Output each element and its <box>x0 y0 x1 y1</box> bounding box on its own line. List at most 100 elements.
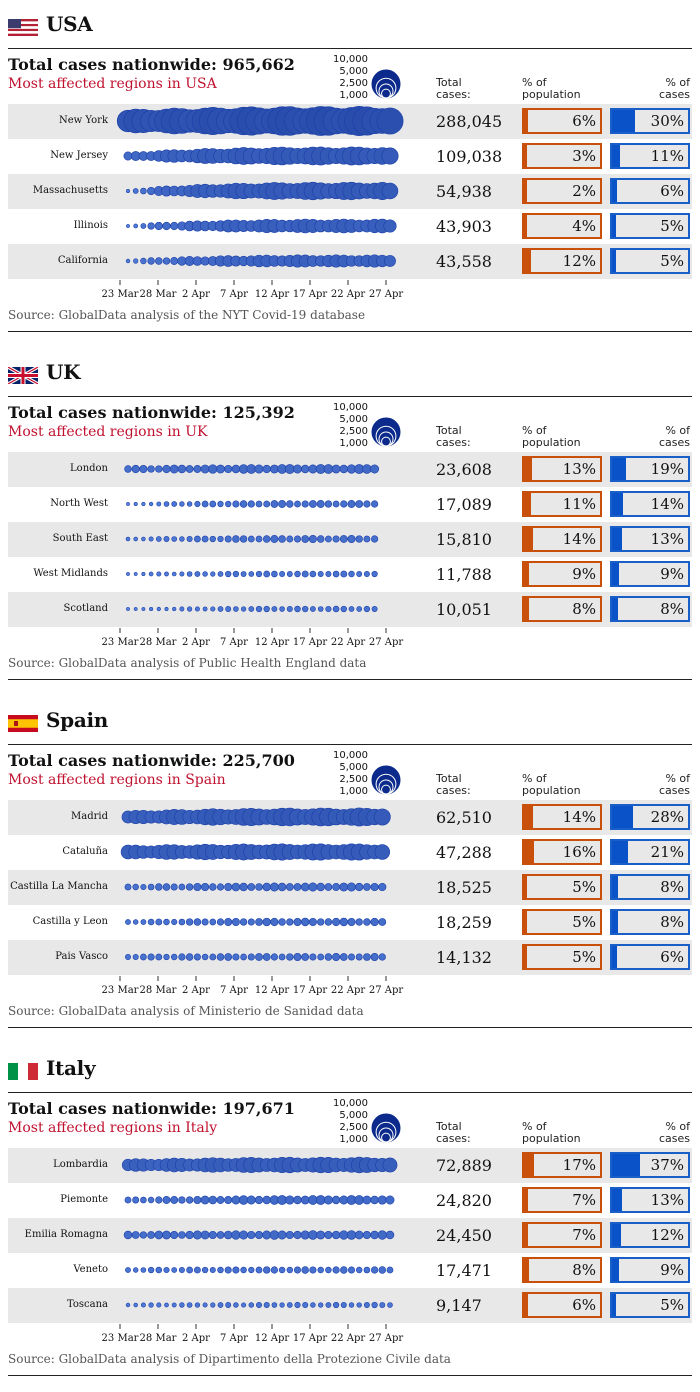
daily-case-bubble <box>155 257 163 265</box>
daily-case-bubble <box>225 500 232 508</box>
daily-case-bubble <box>363 1266 371 1274</box>
daily-case-bubble <box>247 883 256 891</box>
daily-case-bubble <box>370 1266 379 1274</box>
daily-case-bubble <box>232 953 240 961</box>
daily-case-bubble <box>333 1301 340 1309</box>
case-share-value: 11% <box>650 147 684 165</box>
daily-case-bubble <box>271 606 278 612</box>
daily-case-bubble <box>378 882 387 892</box>
daily-case-bubble <box>317 953 325 961</box>
daily-case-bubble <box>362 464 372 474</box>
daily-case-bubble <box>362 1195 372 1205</box>
data-source-note: Source: GlobalData analysis of Public He… <box>8 656 367 670</box>
date-tick-label: 27 Apr <box>369 1333 404 1344</box>
population-share-bar: 13% <box>522 456 602 482</box>
population-share-bar: 14% <box>522 526 602 552</box>
daily-case-bubble <box>210 571 216 577</box>
daily-case-bubble <box>201 918 209 926</box>
daily-case-bubble <box>278 535 286 543</box>
region-total-cases: 24,820 <box>436 1191 492 1210</box>
daily-case-bubble <box>255 953 263 961</box>
bubble-timeline <box>120 843 391 861</box>
region-name: Cataluña <box>62 846 108 857</box>
date-tick-label: 23 Mar <box>102 289 139 300</box>
population-share-fill <box>524 215 527 237</box>
daily-case-bubble <box>356 1266 363 1274</box>
daily-case-bubble <box>200 1195 210 1205</box>
daily-case-bubble <box>162 221 171 231</box>
region-row: North West 17,089 11% 14% <box>8 487 692 522</box>
daily-case-bubble <box>164 607 169 612</box>
population-share-fill <box>524 493 531 515</box>
daily-case-bubble <box>255 605 263 613</box>
daily-case-bubble <box>255 918 263 926</box>
region-total-cases: 9,147 <box>436 1296 482 1315</box>
legend-label: 10,000 <box>333 54 368 65</box>
population-share-fill <box>524 1154 535 1176</box>
daily-case-bubble <box>316 882 325 892</box>
daily-case-bubble <box>193 953 201 961</box>
population-share-bar: 8% <box>522 1257 602 1283</box>
daily-case-bubble <box>124 883 132 891</box>
daily-case-bubble <box>255 1301 263 1309</box>
daily-case-bubble <box>332 953 341 962</box>
date-tick-label: 2 Apr <box>182 637 210 648</box>
population-share-fill <box>524 145 527 167</box>
date-tick-label: 23 Mar <box>102 985 139 996</box>
legend-label: 1,000 <box>339 90 368 101</box>
daily-case-bubble <box>325 1302 332 1308</box>
date-tick-label: 22 Apr <box>331 985 366 996</box>
daily-case-bubble <box>125 536 131 542</box>
daily-case-bubble <box>194 606 200 612</box>
case-share-bar: 28% <box>610 804 690 830</box>
daily-case-bubble <box>354 1230 364 1240</box>
daily-case-bubble <box>201 953 209 961</box>
daily-case-bubble <box>178 918 186 926</box>
daily-case-bubble <box>164 571 169 577</box>
daily-case-bubble <box>323 464 334 474</box>
daily-case-bubble <box>224 1266 232 1274</box>
daily-case-bubble <box>156 1302 162 1308</box>
date-tick-label: 27 Apr <box>369 637 404 648</box>
daily-case-bubble <box>279 1302 285 1308</box>
region-total-cases: 15,810 <box>436 530 492 549</box>
daily-case-bubble <box>216 883 225 891</box>
case-share-bar: 37% <box>610 1152 690 1178</box>
date-tick-label: 17 Apr <box>293 985 328 996</box>
col-header-total: Total cases: <box>436 424 471 449</box>
daily-case-bubble <box>324 500 333 508</box>
date-tick-label: 22 Apr <box>331 637 366 648</box>
daily-case-bubble <box>132 1196 140 1204</box>
daily-case-bubble <box>370 1195 379 1205</box>
bubble-timeline <box>125 1301 393 1309</box>
region-row: Lombardia 72,889 17% 37% <box>8 1148 692 1183</box>
daily-case-bubble <box>318 1302 324 1308</box>
case-share-value: 6% <box>660 182 684 200</box>
daily-case-bubble <box>284 464 295 474</box>
daily-case-bubble <box>247 535 255 543</box>
daily-case-bubble <box>125 258 131 264</box>
daily-case-bubble <box>263 1301 270 1309</box>
population-share-fill <box>524 911 528 933</box>
daily-case-bubble <box>224 883 233 891</box>
daily-case-bubble <box>332 883 341 891</box>
daily-case-bubble <box>202 606 208 612</box>
case-share-bar: 13% <box>610 1187 690 1213</box>
daily-case-bubble <box>386 1266 394 1274</box>
nationwide-total: Total cases nationwide: 125,392 <box>8 403 295 422</box>
col-header-cases: % of cases <box>658 772 690 797</box>
daily-case-bubble <box>340 500 348 508</box>
region-name: Pais Vasco <box>55 951 108 962</box>
daily-case-bubble <box>293 883 302 891</box>
region-total-cases: 288,045 <box>436 112 503 131</box>
daily-case-bubble <box>387 1302 393 1308</box>
population-share-value: 6% <box>572 112 596 130</box>
daily-case-bubble <box>255 535 263 543</box>
daily-case-bubble <box>185 1196 194 1204</box>
daily-case-bubble <box>225 606 232 612</box>
daily-case-bubble <box>155 536 162 542</box>
daily-case-bubble <box>185 883 194 891</box>
population-share-bar: 5% <box>522 874 602 900</box>
case-share-bar: 21% <box>610 839 690 865</box>
daily-case-bubble <box>323 1195 333 1205</box>
